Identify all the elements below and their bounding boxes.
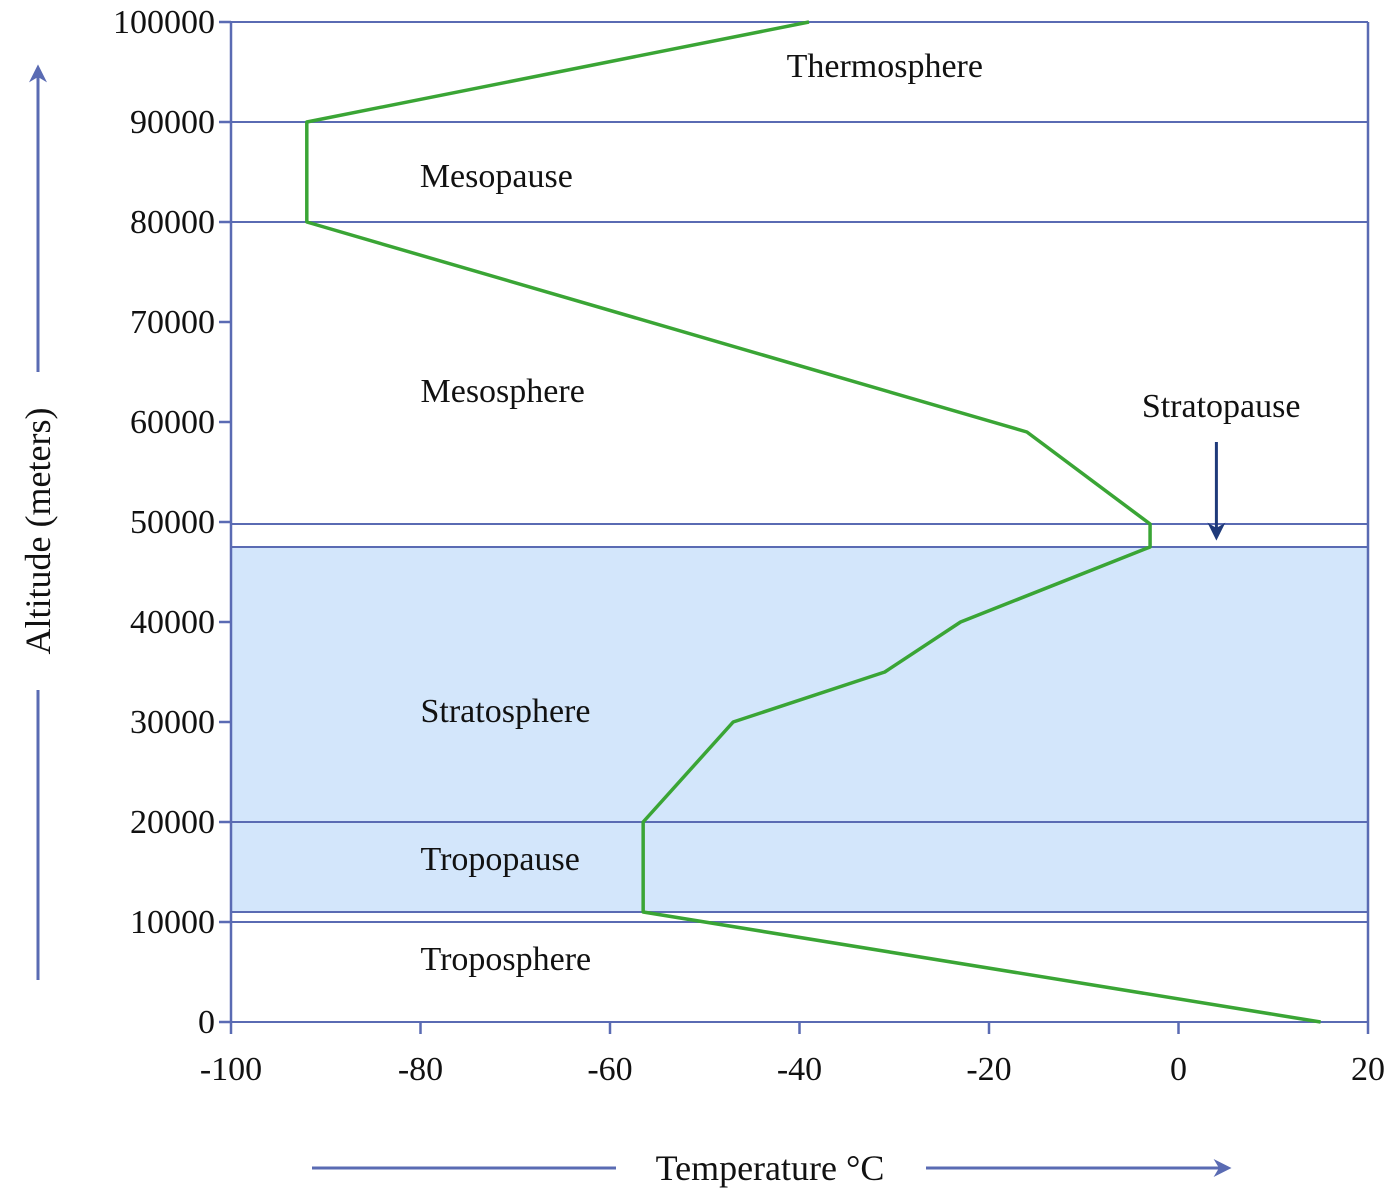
y-tick-label: 70000 bbox=[130, 304, 215, 341]
x-tick-label: -80 bbox=[398, 1051, 443, 1088]
y-tick-label: 20000 bbox=[130, 804, 215, 841]
region-label-thermosphere: Thermosphere bbox=[787, 48, 983, 85]
x-tick-label: 20 bbox=[1351, 1051, 1385, 1088]
layer-boundaries bbox=[231, 21, 1368, 1023]
temperature-profile-line bbox=[305, 20, 1321, 1024]
x-tick-label: -40 bbox=[777, 1051, 822, 1088]
y-tick-label: 0 bbox=[198, 1004, 215, 1041]
region-label-tropopause: Tropopause bbox=[421, 841, 580, 878]
stratosphere-shaded-band bbox=[231, 547, 1368, 912]
y-tick-label: 10000 bbox=[130, 904, 215, 941]
axis-titles: Altitude (meters) Temperature °C bbox=[18, 64, 1232, 1188]
y-tick-label: 80000 bbox=[130, 204, 215, 241]
y-axis-title: Altitude (meters) bbox=[18, 408, 58, 655]
x-tick-label: 0 bbox=[1170, 1051, 1187, 1088]
region-label-stratopause: Stratopause bbox=[1142, 388, 1301, 425]
y-tick-label: 90000 bbox=[130, 104, 215, 141]
y-tick-label: 100000 bbox=[113, 4, 215, 41]
region-labels: Thermosphere Mesopause Mesosphere Stratopau… bbox=[420, 48, 1301, 978]
x-tick-label: -100 bbox=[200, 1051, 262, 1088]
region-label-mesosphere: Mesosphere bbox=[421, 373, 585, 410]
region-label-troposphere: Troposphere bbox=[421, 941, 592, 978]
region-label-mesopause: Mesopause bbox=[420, 158, 573, 195]
x-axis-title: Temperature °C bbox=[656, 1148, 885, 1188]
region-label-stratosphere: Stratosphere bbox=[421, 693, 591, 730]
series-layer bbox=[305, 20, 1321, 1024]
x-tick-label: -60 bbox=[587, 1051, 632, 1088]
y-tick-label: 50000 bbox=[130, 504, 215, 541]
shaded-band-layer bbox=[231, 547, 1368, 912]
y-tick-label: 60000 bbox=[130, 404, 215, 441]
y-tick-label: 40000 bbox=[130, 604, 215, 641]
axis-ticks: 0 10000 20000 30000 40000 50000 60000 70000 8000… bbox=[113, 4, 1385, 1088]
y-tick-label: 30000 bbox=[130, 704, 215, 741]
x-tick-label: -20 bbox=[966, 1051, 1011, 1088]
